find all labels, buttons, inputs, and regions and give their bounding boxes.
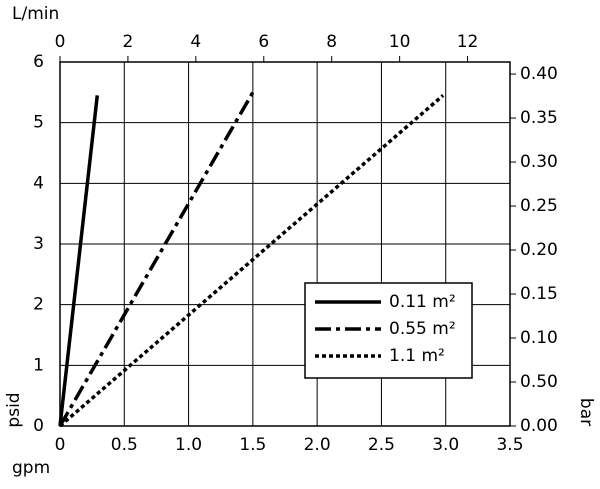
y2-tick-label: 0.15: [520, 284, 558, 304]
series-line: [58, 95, 100, 427]
legend-label: 0.11 m²: [389, 292, 456, 312]
x-tick-label: 3.0: [432, 435, 459, 455]
y2-tick-label: 0.30: [520, 152, 558, 172]
y2-tick-label: 0.20: [520, 240, 558, 260]
y-tick-label: 3: [33, 234, 44, 254]
legend-box: [304, 282, 473, 379]
top-tick-label: 10: [389, 32, 411, 52]
y2-tick-label: 0.10: [520, 328, 558, 348]
y2-tick-label: 0.00: [520, 416, 558, 436]
top-tick-label: 2: [123, 32, 134, 52]
top-axis-label: L/min: [12, 4, 59, 24]
y-tick-label: 2: [33, 295, 44, 315]
series-line: [58, 91, 255, 427]
y2-tick-label: 0.50: [520, 372, 558, 392]
top-tick-label: 12: [457, 32, 479, 52]
y-tick-label: 6: [33, 52, 44, 72]
legend-label: 0.55 m²: [389, 319, 456, 339]
top-tick-label: 6: [258, 32, 269, 52]
y-axis-label: psid: [4, 392, 24, 427]
top-tick-label: 0: [55, 32, 66, 52]
x-tick-label: 2.5: [368, 435, 395, 455]
top-tick-label: 4: [190, 32, 201, 52]
y-tick-label: 0: [33, 416, 44, 436]
y2-axis-label: bar: [576, 398, 596, 426]
y2-tick-label: 0.40: [520, 64, 558, 84]
x-tick-label: 0.5: [111, 435, 138, 455]
x-tick-label: 1.0: [175, 435, 202, 455]
x-tick-label: 0: [55, 435, 66, 455]
y-tick-label: 1: [33, 355, 44, 375]
y-tick-label: 5: [33, 113, 44, 133]
y2-tick-label: 0.35: [520, 108, 558, 128]
x-tick-label: 2.0: [304, 435, 331, 455]
series-line: [58, 94, 445, 428]
y-tick-label: 4: [33, 173, 44, 193]
top-tick-label: 8: [326, 32, 337, 52]
y2-tick-label: 0.25: [520, 196, 558, 216]
x-tick-label: 1.5: [239, 435, 266, 455]
x-axis-label: gpm: [12, 458, 50, 478]
x-tick-label: 3.5: [496, 435, 523, 455]
legend-label: 1.1 m²: [389, 346, 445, 366]
